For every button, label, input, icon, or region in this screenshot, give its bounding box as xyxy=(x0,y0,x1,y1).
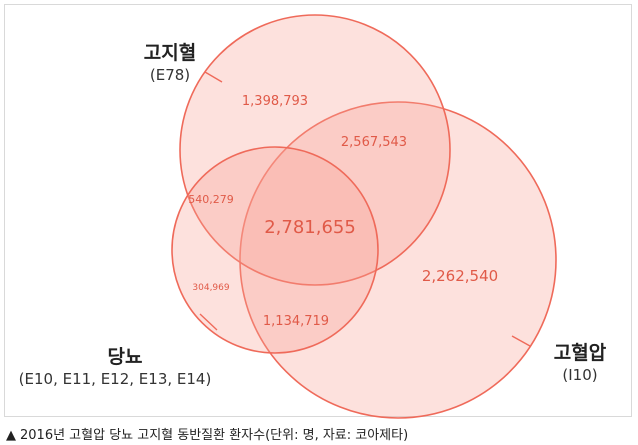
region-dm-bp: 1,134,719 xyxy=(263,314,329,329)
diabetes-code: (E10, E11, E12, E13, E14) xyxy=(18,370,212,388)
hypertension-circle xyxy=(239,101,557,419)
hyperlipidemia-leader xyxy=(204,71,223,83)
figure-frame xyxy=(4,4,632,417)
region-lipid-bp: 2,567,543 xyxy=(341,135,407,150)
region-lipid-dm: 540,279 xyxy=(188,193,234,206)
figure-caption: ▲ 2016년 고혈압 당뇨 고지혈 동반질환 환자수(단위: 명, 자료: 코아… xyxy=(6,424,408,443)
region-bp-only: 2,262,540 xyxy=(422,267,498,285)
region-all-three: 2,781,655 xyxy=(264,217,356,238)
region-lipid-only: 1,398,793 xyxy=(242,94,308,109)
hypertension-title: 고혈압 xyxy=(553,342,607,364)
region-dm-only: 304,969 xyxy=(192,283,229,293)
diabetes-title: 당뇨 xyxy=(107,346,143,368)
caption-marker: ▲ xyxy=(6,428,16,443)
diabetes-leader xyxy=(199,313,218,331)
hypertension-leader xyxy=(511,335,531,347)
hypertension-code: (I10) xyxy=(562,366,598,384)
diabetes-circle xyxy=(171,146,379,354)
hyperlipidemia-circle xyxy=(179,14,451,286)
caption-text: 2016년 고혈압 당뇨 고지혈 동반질환 환자수(단위: 명, 자료: 코아제… xyxy=(20,428,409,443)
hyperlipidemia-title: 고지혈 xyxy=(143,42,197,64)
hyperlipidemia-code: (E78) xyxy=(149,66,191,84)
